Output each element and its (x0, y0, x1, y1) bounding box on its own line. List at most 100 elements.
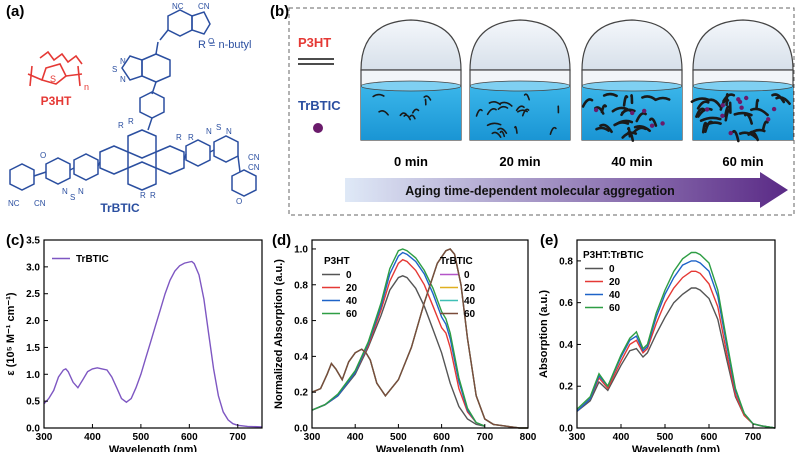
vial-trbtic-dot (744, 95, 749, 101)
x-tick-label: 600 (433, 432, 450, 443)
vial-trbtic-dot (630, 110, 635, 116)
series-line-trbtic-20 (311, 248, 528, 429)
vial-trbtic-dot (737, 99, 743, 105)
x-tick-label: 400 (84, 432, 101, 443)
vial-1 (469, 19, 571, 141)
atom-o-left: O (40, 151, 46, 160)
y-tick-label: 0.6 (294, 316, 308, 327)
chart-d: 300 400 500 600 700 8000.00.20.40.60.81.0Wave… (273, 239, 537, 452)
vial-fiber (744, 113, 753, 125)
vial-fiber (701, 121, 708, 134)
x-tick-label: 300 (36, 432, 53, 443)
y-axis-label: Absorption (a.u.) (538, 290, 550, 378)
vial-fiber (627, 126, 632, 138)
atom-o-right: O (236, 197, 242, 206)
y-tick-label: 1.5 (26, 343, 40, 354)
time-label-0: 0 min (394, 154, 428, 169)
legend-p3ht-40-label: 40 (346, 296, 358, 307)
vial-dome (469, 19, 571, 71)
trbtic-structure (9, 9, 257, 197)
aging-arrow (345, 172, 788, 208)
x-axis-label: Wavelength (nm) (109, 444, 198, 452)
legend-title: P3HT:TrBTIC (583, 250, 644, 261)
series-line-p3ht-0 (311, 275, 485, 427)
legend-trbtic-0-label: 0 (464, 270, 470, 281)
legend-trbtic-20-label: 20 (464, 283, 476, 294)
legend-p3ht-60-label: 60 (346, 309, 358, 320)
vial-fiber (747, 128, 766, 136)
vial-fiber (761, 120, 769, 132)
schematic-frame (288, 7, 795, 216)
vial-fiber (486, 122, 502, 127)
legend-blend-60-label: 60 (609, 303, 621, 314)
vial-trbtic-dot (642, 108, 647, 114)
legend-blend-0-label: 0 (609, 264, 615, 275)
vial-fiber (486, 108, 497, 116)
vial-fiber (497, 127, 508, 134)
vial-0 (360, 19, 462, 141)
atom-r-5: R (140, 191, 146, 200)
panel-label-a: (a) (6, 3, 25, 20)
y-tick-label: 0.2 (294, 388, 308, 399)
atom-n-top-1: N (120, 57, 126, 66)
vial-dome (692, 19, 794, 71)
vial-fiber (699, 116, 722, 122)
vial-trbtic-dot (660, 121, 665, 126)
vial-fiber (423, 95, 432, 101)
vial-fiber (581, 98, 594, 108)
x-tick-label: 300 (569, 432, 586, 443)
series-line-p3ht-40 (311, 251, 486, 427)
vial-surface (692, 80, 794, 92)
atom-r-2: R (128, 117, 134, 126)
vial-fiber (475, 108, 483, 117)
legend-group-title: P3HT (324, 256, 350, 267)
vial-trbtic-dot (720, 103, 725, 108)
vial-fiber (378, 110, 389, 116)
vial-trbtic-dot (739, 105, 744, 110)
x-axis-label: Wavelength (nm) (376, 444, 465, 452)
vial-fiber (731, 129, 740, 143)
series-line-trbtic-40 (311, 248, 528, 429)
chart-e: 300 400 500 600 7000.00.20.40.60.8Wavelength… (538, 239, 776, 452)
vial-trbtic-dot (728, 130, 733, 136)
vial-fiber (750, 107, 769, 117)
hexyl-chain (39, 50, 83, 65)
y-tick-label: 2.0 (26, 316, 40, 327)
atom-n-left-1: N (62, 187, 68, 196)
legend-p3ht: P3HT (298, 35, 331, 50)
x-axis-label: Wavelength (nm) (632, 444, 721, 452)
time-label-20: 20 min (499, 154, 540, 169)
series-line-trbtic-60 (311, 248, 528, 429)
vial-fiber (499, 101, 513, 107)
y-tick-label: 0.8 (559, 256, 573, 267)
series-line-20 (576, 270, 776, 429)
aging-arrow-text: Aging time-dependent molecular aggregati… (405, 184, 674, 198)
legend-blend-40-label: 40 (609, 290, 621, 301)
vial-fiber (399, 112, 407, 117)
vial-fiber (403, 114, 411, 121)
vial-fiber (409, 114, 416, 120)
y-tick-label: 3.0 (26, 262, 40, 273)
x-tick-label: 600 (181, 432, 198, 443)
atom-o-top: O (208, 37, 214, 46)
vial-fiber (514, 125, 518, 134)
y-tick-label: 0.5 (26, 397, 40, 408)
atom-s-top: S (112, 65, 117, 74)
legend-p3ht-20-label: 20 (346, 283, 358, 294)
vial-fiber (600, 104, 607, 114)
p3ht-structure-label: P3HT (41, 94, 72, 108)
legend-blend-20-label: 20 (609, 277, 621, 288)
vial-surface (360, 80, 462, 92)
x-tick-label: 800 (520, 432, 537, 443)
panel-label-c: (c) (6, 232, 25, 249)
atom-r-1: R (118, 121, 124, 130)
x-tick-label: 500 (390, 432, 407, 443)
atom-cn-top: CN (198, 2, 210, 11)
vial-fiber (599, 123, 613, 134)
vial-fiber (696, 100, 710, 110)
y-tick-label: 0.2 (559, 382, 573, 393)
x-tick-label: 600 (701, 432, 718, 443)
x-tick-label: 500 (657, 432, 674, 443)
atom-nc-top: NC (172, 2, 184, 11)
